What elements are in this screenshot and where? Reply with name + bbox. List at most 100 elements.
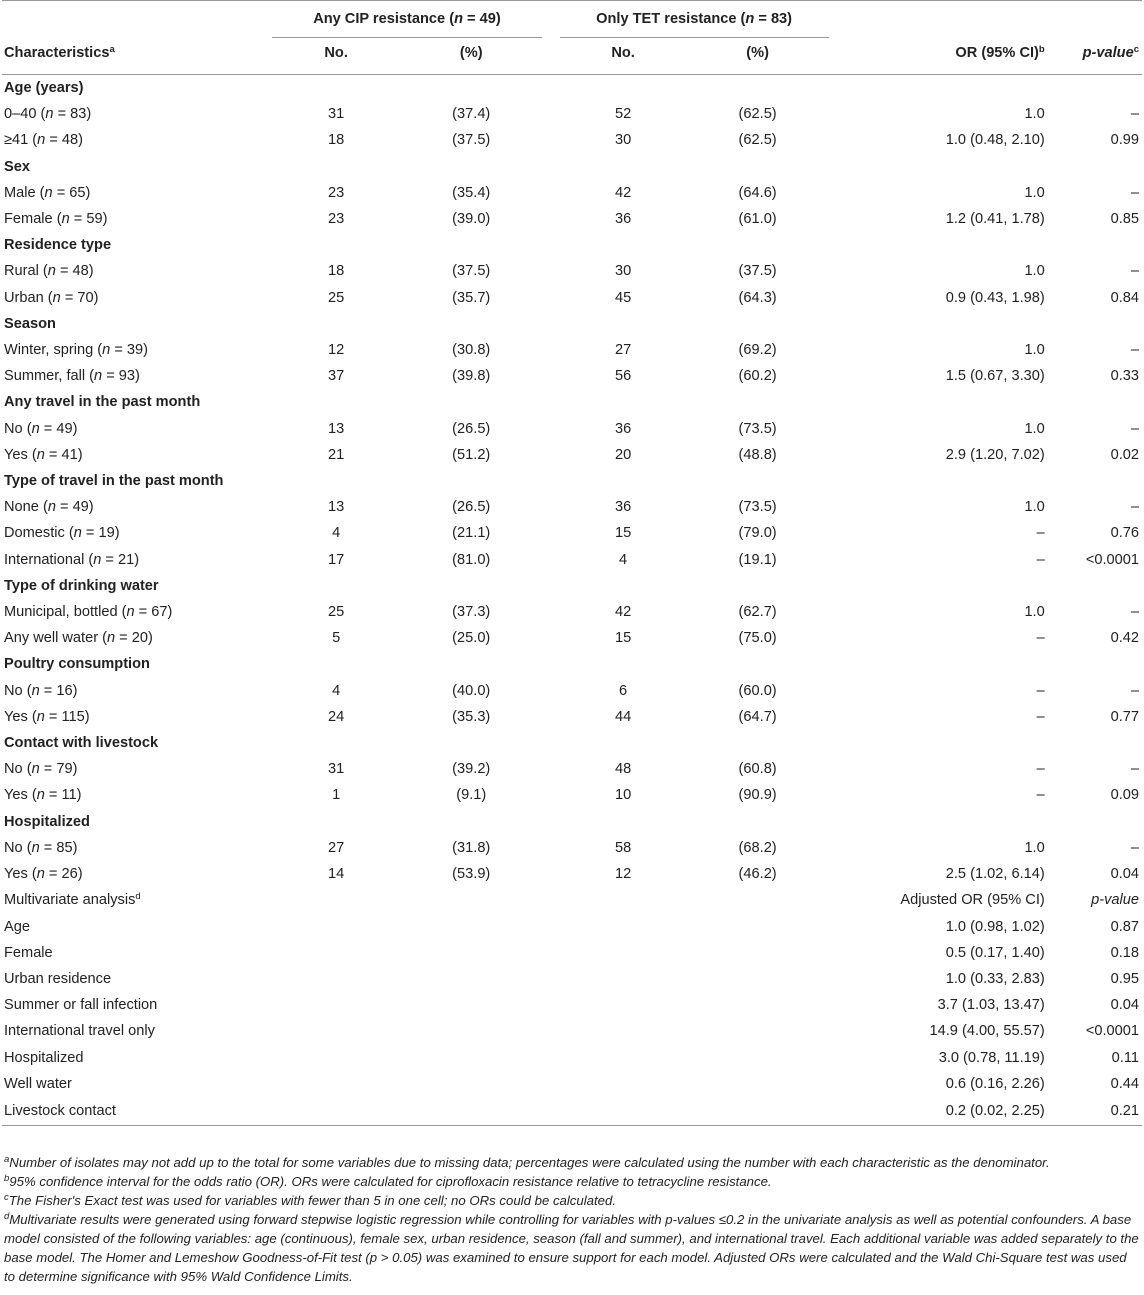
p-value-cell: 0.42	[1110, 630, 1139, 647]
cip-count-cell: 23	[328, 211, 345, 228]
p-value-cell: –	[1130, 839, 1139, 856]
cip-count-cell: 13	[328, 499, 345, 516]
odds-ratio-cell: 1.0	[1024, 839, 1045, 856]
tet-count-cell: 30	[614, 263, 632, 280]
tet-percent-cell: (64.6)	[738, 184, 777, 201]
multivariate-header-row: Multivariate analysisd Adjusted OR (95% C…	[2, 887, 1142, 913]
odds-ratio-cell: 1.0	[1024, 184, 1045, 201]
adjusted-p-cell: 0.44	[1110, 1075, 1139, 1092]
p-value-cell: 0.99	[1110, 132, 1139, 149]
adjusted-or-header: Adjusted OR (95% CI)	[900, 892, 1045, 909]
cip-percent-cell: (51.2)	[452, 446, 491, 463]
row-label: Yes (n = 11)	[4, 787, 82, 804]
results-table: Any CIP resistance (n = 49) Only TET res…	[2, 0, 1142, 1126]
section-row: Type of drinking water	[2, 573, 1142, 599]
odds-ratio-cell: –	[1036, 525, 1045, 542]
cip-count-cell: 21	[328, 446, 345, 463]
tet-percent-cell: (62.5)	[738, 106, 777, 123]
adjusted-p-cell: 0.21	[1060, 1096, 1142, 1126]
p-value-cell: –	[1130, 184, 1139, 201]
spacer-cell	[542, 625, 560, 651]
spacer-cell	[542, 127, 560, 153]
odds-ratio-cell: 1.0	[1024, 499, 1045, 516]
group-header-row: Any CIP resistance (n = 49) Only TET res…	[2, 0, 1142, 38]
odds-ratio-cell: 1.0	[1024, 106, 1045, 123]
multivariate-row: Livestock contact 0.2 (0.02, 2.25) 0.21	[2, 1096, 1142, 1126]
cip-count-cell: 12	[328, 342, 345, 359]
tet-count-cell: 30	[614, 132, 632, 149]
table-row: No (n = 16) 4 (40.0) 6 (60.0) – –	[2, 678, 1142, 704]
multivariate-row: Female 0.5 (0.17, 1.40) 0.18	[2, 940, 1142, 966]
tet-count-cell: 15	[614, 525, 632, 542]
adjusted-p-header: p-value	[1091, 892, 1139, 909]
tet-percent-cell: (19.1)	[738, 551, 777, 568]
section-row: Season	[2, 311, 1142, 337]
table-row: International (n = 21) 17 (81.0) 4 (19.1) – <0…	[2, 547, 1142, 573]
spacer-cell	[542, 180, 560, 206]
table-row: Municipal, bottled (n = 67) 25 (37.3) 42 (62…	[2, 599, 1142, 625]
row-label: Winter, spring (n = 39)	[4, 342, 148, 359]
odds-ratio-cell: 1.0 (0.48, 2.10)	[945, 132, 1045, 149]
tet-count-cell: 48	[614, 761, 632, 778]
section-label: Type of drinking water	[4, 577, 159, 594]
col-or-header: OR (95% CI)b	[828, 37, 1061, 75]
odds-ratio-cell: –	[1036, 630, 1045, 647]
spacer-cell	[542, 285, 560, 311]
row-label: International (n = 21)	[4, 551, 140, 568]
p-value-cell: –	[1130, 499, 1139, 516]
col-tet-pct-header: (%)	[686, 37, 829, 75]
tet-percent-cell: (64.7)	[738, 708, 777, 725]
cip-count-cell: 31	[328, 106, 345, 123]
row-label: Female (n = 59)	[4, 211, 108, 228]
multivariate-row: Urban residence 1.0 (0.33, 2.83) 0.95	[2, 966, 1142, 992]
cip-count-cell: 31	[328, 761, 345, 778]
tet-percent-cell: (73.5)	[738, 499, 777, 516]
row-label: International travel only	[4, 1023, 155, 1040]
row-label: No (n = 16)	[4, 682, 78, 699]
row-label: Age	[4, 918, 30, 935]
p-value-cell: –	[1130, 263, 1139, 280]
p-value-cell: 0.77	[1110, 708, 1139, 725]
cip-count-cell: 18	[328, 263, 345, 280]
odds-ratio-cell: 1.0	[1024, 263, 1045, 280]
adjusted-p-cell: <0.0001	[1085, 1023, 1139, 1040]
adjusted-or-cell: 0.2 (0.02, 2.25)	[828, 1096, 1061, 1126]
spacer-cell	[272, 1018, 829, 1044]
table-row: 0–40 (n = 83) 31 (37.4) 52 (62.5) 1.0 –	[2, 101, 1142, 127]
cip-count-cell: 14	[328, 866, 345, 883]
p-value-cell: –	[1130, 682, 1139, 699]
tet-percent-cell: (37.5)	[738, 263, 777, 280]
section-label: Contact with livestock	[4, 735, 159, 752]
tet-count-cell: 42	[614, 184, 632, 201]
section-row: Hospitalized	[2, 809, 1142, 835]
tet-count-cell: 58	[614, 839, 632, 856]
odds-ratio-cell: 1.0	[1024, 604, 1045, 621]
section-row: Sex	[2, 154, 1142, 180]
cip-percent-cell: (37.4)	[452, 106, 491, 123]
section-label: Age (years)	[4, 80, 84, 96]
p-value-cell: 0.02	[1110, 446, 1139, 463]
footnote: b95% confidence interval for the odds ra…	[4, 1173, 772, 1189]
row-label: No (n = 49)	[4, 420, 78, 437]
col-p-header: p-valuec	[1060, 37, 1142, 75]
cip-percent-cell: (53.9)	[452, 866, 491, 883]
spacer-cell	[542, 782, 560, 808]
row-label: Domestic (n = 19)	[4, 525, 120, 542]
cip-percent-cell: (30.8)	[452, 342, 491, 359]
tet-percent-cell: (90.9)	[738, 787, 777, 804]
row-label: ≥41 (n = 48)	[4, 132, 84, 149]
cip-count-cell: 4	[332, 525, 341, 542]
tet-count-cell: 52	[614, 106, 632, 123]
cip-count-cell: 5	[332, 630, 341, 647]
odds-ratio-cell: –	[1036, 551, 1045, 568]
tet-percent-cell: (73.5)	[738, 420, 777, 437]
spacer-cell	[272, 1045, 829, 1071]
row-label: Yes (n = 115)	[4, 708, 90, 725]
tet-count-cell: 44	[614, 708, 632, 725]
tet-count-cell: 36	[614, 211, 632, 228]
row-label: Female	[4, 944, 53, 961]
footnote: cThe Fisher's Exact test was used for va…	[4, 1192, 616, 1208]
cip-count-cell: 13	[328, 420, 345, 437]
adjusted-p-cell: 0.04	[1110, 997, 1139, 1014]
table-row: Summer, fall (n = 93) 37 (39.8) 56 (60.2) 1.5…	[2, 363, 1142, 389]
